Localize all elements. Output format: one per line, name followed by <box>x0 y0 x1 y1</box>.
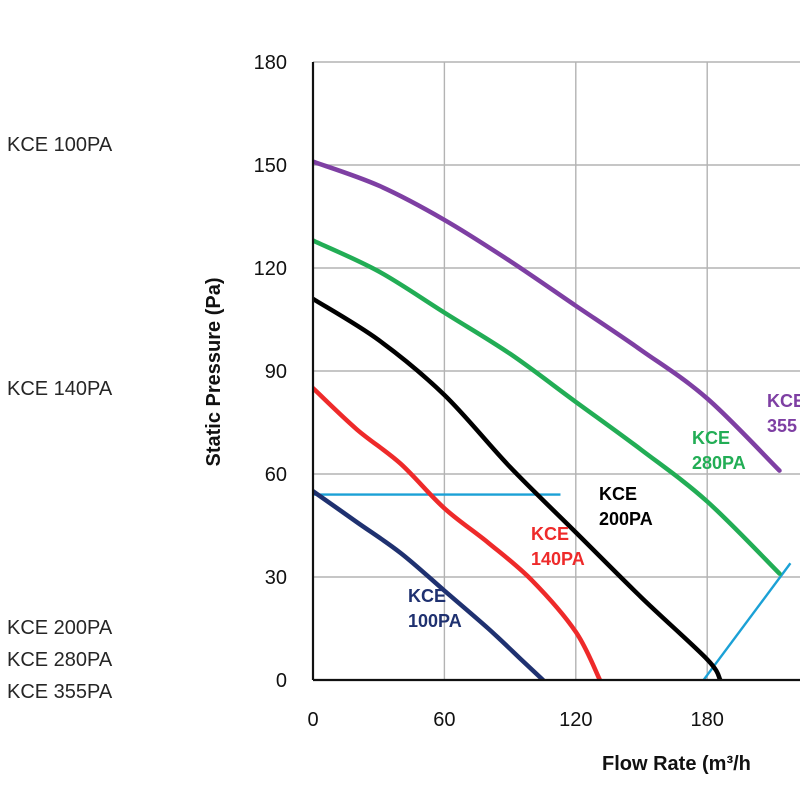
series-label: 140PA <box>531 549 585 569</box>
y-tick-label: 0 <box>276 670 287 692</box>
x-tick-label: 120 <box>559 709 592 731</box>
x-tick-label: 180 <box>691 709 724 731</box>
y-tick-label: 90 <box>265 361 287 383</box>
series-label: 200PA <box>599 509 653 529</box>
series-label: KCE <box>531 524 569 544</box>
y-axis-title: Static Pressure (Pa) <box>203 278 225 467</box>
series-label: 280PA <box>692 453 746 473</box>
axes: 0 30 60 90 120 150 180 0 60 120 180 <box>254 52 800 731</box>
curve-labels: KCE 100PA KCE 140PA KCE 200PA KCE 280PA KCE 355 <box>408 391 800 631</box>
side-label-kce200: KCE 200PA <box>7 617 113 639</box>
x-axis-title: Flow Rate (m³/h <box>602 753 751 775</box>
side-label-kce280: KCE 280PA <box>7 649 113 671</box>
y-tick-label: 60 <box>265 464 287 486</box>
series-label: KCE <box>692 428 730 448</box>
side-label-kce355: KCE 355PA <box>7 681 113 703</box>
x-tick-label: 0 <box>307 709 318 731</box>
series-line <box>313 385 603 680</box>
series-lines <box>313 159 782 680</box>
y-tick-label: 180 <box>254 52 287 74</box>
grid-lines <box>313 61 800 680</box>
side-label-kce140: KCE 140PA <box>7 378 113 400</box>
series-label: KCE <box>767 391 800 411</box>
series-label: 355 <box>767 416 797 436</box>
series-line <box>313 238 782 576</box>
y-tick-label: 120 <box>254 258 287 280</box>
series-line <box>313 159 782 473</box>
series-line <box>313 488 546 680</box>
series-label: KCE <box>408 586 446 606</box>
series-label: 100PA <box>408 611 462 631</box>
y-tick-label: 150 <box>254 155 287 177</box>
y-tick-label: 30 <box>265 567 287 589</box>
series-label: KCE <box>599 484 637 504</box>
series-line <box>313 296 723 680</box>
x-tick-label: 60 <box>433 709 455 731</box>
side-label-kce100: KCE 100PA <box>7 134 113 156</box>
